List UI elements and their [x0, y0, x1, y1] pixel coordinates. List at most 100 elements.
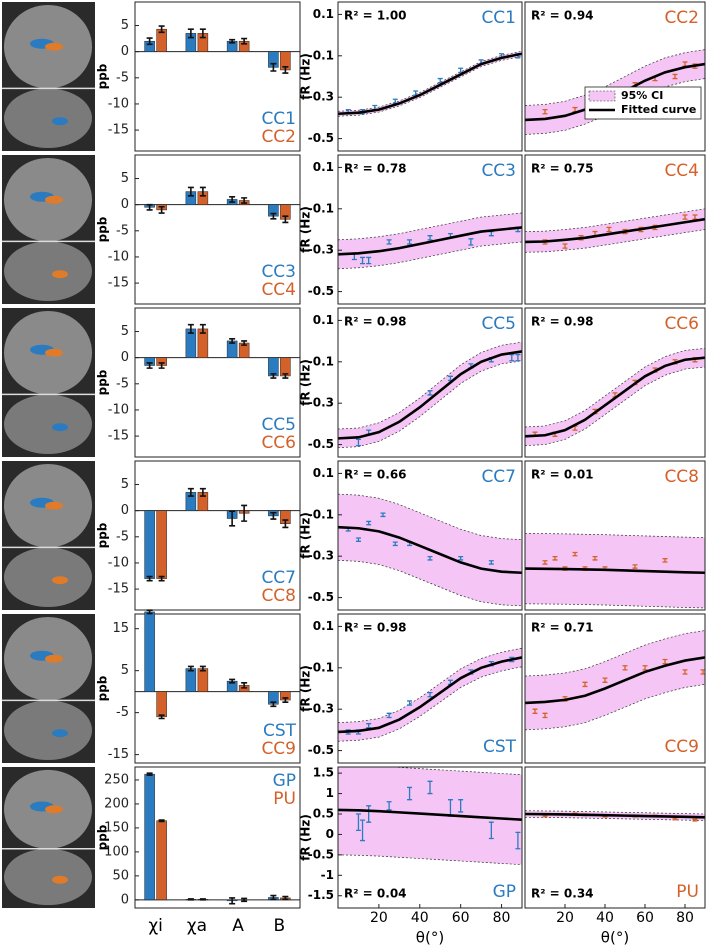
plot-frame — [337, 1, 523, 152]
y-tick-label: -5 — [116, 705, 129, 720]
data-point — [427, 691, 433, 698]
r-squared: R² = 0.71 — [531, 621, 594, 635]
data-point — [632, 564, 638, 569]
y-tick-label: -0.3 — [308, 549, 334, 563]
roi — [45, 42, 63, 51]
error-bar — [270, 62, 277, 72]
error-bar — [270, 212, 277, 220]
y-axis-label: fR (Hz) — [299, 206, 313, 253]
panel-label: CC6 — [664, 314, 699, 334]
ci-bound — [338, 241, 522, 270]
error-bar — [241, 897, 248, 903]
plot-area — [338, 493, 522, 607]
data-point — [386, 801, 392, 811]
y-tick-label: -1 — [321, 868, 334, 882]
data-point — [622, 665, 628, 671]
fitted-curve — [525, 217, 705, 244]
data-point — [672, 817, 678, 821]
fitted-curve — [338, 350, 522, 440]
plot-frame — [337, 460, 523, 611]
plot-frame — [337, 154, 523, 305]
data-point — [407, 786, 413, 801]
data-point — [427, 780, 433, 795]
data-point — [592, 555, 598, 561]
legend-label: PU — [273, 789, 296, 809]
y-tick-label: -0.1 — [308, 201, 334, 215]
y-tick-label: 150 — [104, 820, 129, 835]
bar — [156, 691, 167, 718]
y-tick-label: 1 — [326, 786, 334, 800]
x-tick-label: 20 — [556, 910, 574, 926]
panel-label: CST — [483, 737, 517, 757]
y-tick-label: 0 — [326, 827, 334, 841]
bar — [156, 510, 167, 579]
x-tick-label: 60 — [636, 910, 654, 926]
plot-area — [525, 348, 705, 446]
data-point — [488, 821, 494, 840]
error-bar — [146, 609, 153, 615]
data-point — [355, 537, 361, 542]
y-tick-label: 0 — [121, 350, 129, 365]
data-point — [542, 560, 548, 565]
data-point — [437, 77, 443, 84]
y-tick-label: -0.3 — [308, 396, 334, 410]
plot-frame — [524, 154, 706, 305]
x-tick-label: B — [274, 916, 286, 936]
panel-label: CC1 — [481, 8, 516, 28]
data-point — [360, 819, 366, 842]
plot-area — [525, 630, 705, 731]
error-bar — [199, 28, 206, 39]
error-bar — [146, 37, 153, 46]
y-tick-label: -0.3 — [308, 90, 334, 104]
y-tick-label: -0.5 — [308, 743, 334, 757]
data-point — [407, 700, 413, 706]
data-point — [602, 677, 608, 683]
error-bar — [270, 894, 277, 901]
data-point — [355, 813, 361, 831]
y-axis-label: ppb — [96, 675, 110, 701]
error-bar — [146, 575, 153, 582]
plot-frame — [134, 307, 301, 458]
data-point — [662, 658, 668, 665]
legend-label: CC7 — [261, 568, 296, 588]
y-tick-label: -0.5 — [308, 847, 334, 861]
panel-label: CC4 — [664, 161, 699, 181]
legend-label: CC2 — [261, 127, 296, 147]
error-bar — [187, 665, 194, 672]
legend-label: GP — [273, 771, 296, 791]
error-bar — [187, 323, 194, 334]
y-tick-label: -0.5 — [308, 284, 334, 298]
ci-band — [338, 767, 522, 865]
ci-bound — [338, 212, 522, 241]
error-bar — [270, 511, 277, 520]
panel-label: CC8 — [664, 467, 699, 487]
error-bar — [282, 373, 289, 379]
error-bar — [158, 205, 165, 214]
data-point — [582, 681, 588, 688]
y-tick-label: -0.3 — [308, 243, 334, 257]
error-bar — [282, 895, 289, 901]
roi — [52, 576, 68, 585]
fitted-curve — [338, 226, 522, 256]
legend-label: CC3 — [261, 262, 296, 282]
r-squared: R² = 0.94 — [531, 9, 594, 23]
legend-label: Fitted curve — [621, 103, 696, 116]
roi — [52, 270, 68, 279]
y-tick-label: -0.5 — [308, 590, 334, 604]
error-bar — [146, 203, 153, 211]
x-tick-label: 40 — [411, 910, 429, 926]
error-bar — [282, 66, 289, 74]
fitted-curve — [525, 812, 705, 819]
data-point — [672, 73, 678, 80]
plot-frame — [524, 766, 706, 909]
y-tick-label: 5 — [121, 324, 129, 339]
y-tick-label: -0.1 — [308, 660, 334, 674]
plot-frame — [134, 1, 301, 152]
data-point — [427, 390, 433, 396]
y-tick-label: 0.1 — [313, 619, 334, 633]
plot-frame — [337, 307, 523, 458]
plot-frame — [524, 1, 706, 152]
error-bar — [270, 701, 277, 708]
r-squared: R² = 0.01 — [531, 468, 594, 482]
plot-area — [338, 767, 522, 866]
